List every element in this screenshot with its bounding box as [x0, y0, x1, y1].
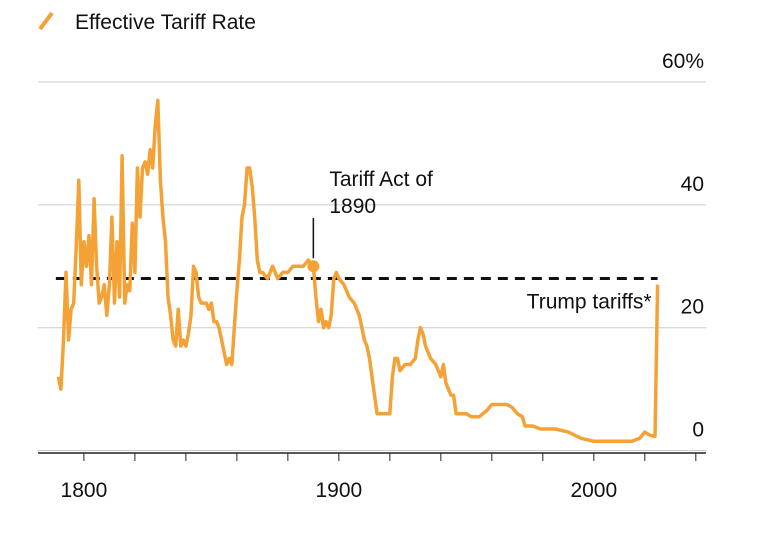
y-tick-label: 20 [681, 296, 704, 319]
x-tick-label: 1800 [61, 479, 108, 502]
y-tick-label: 40 [681, 173, 704, 196]
reference-label: Trump tariffs* [527, 291, 652, 314]
x-tick-label: 2000 [570, 479, 617, 502]
annotation-text: 1890 [329, 195, 376, 218]
y-tick-label: 0 [692, 419, 704, 442]
x-tick-label: 1900 [315, 479, 362, 502]
annotation-marker [307, 260, 320, 273]
y-tick-label: 60% [662, 50, 704, 73]
series-line [56, 98, 660, 444]
legend-swatch [38, 11, 54, 31]
annotation-text: Tariff Act of [329, 168, 433, 191]
legend-label: Effective Tariff Rate [75, 11, 256, 34]
